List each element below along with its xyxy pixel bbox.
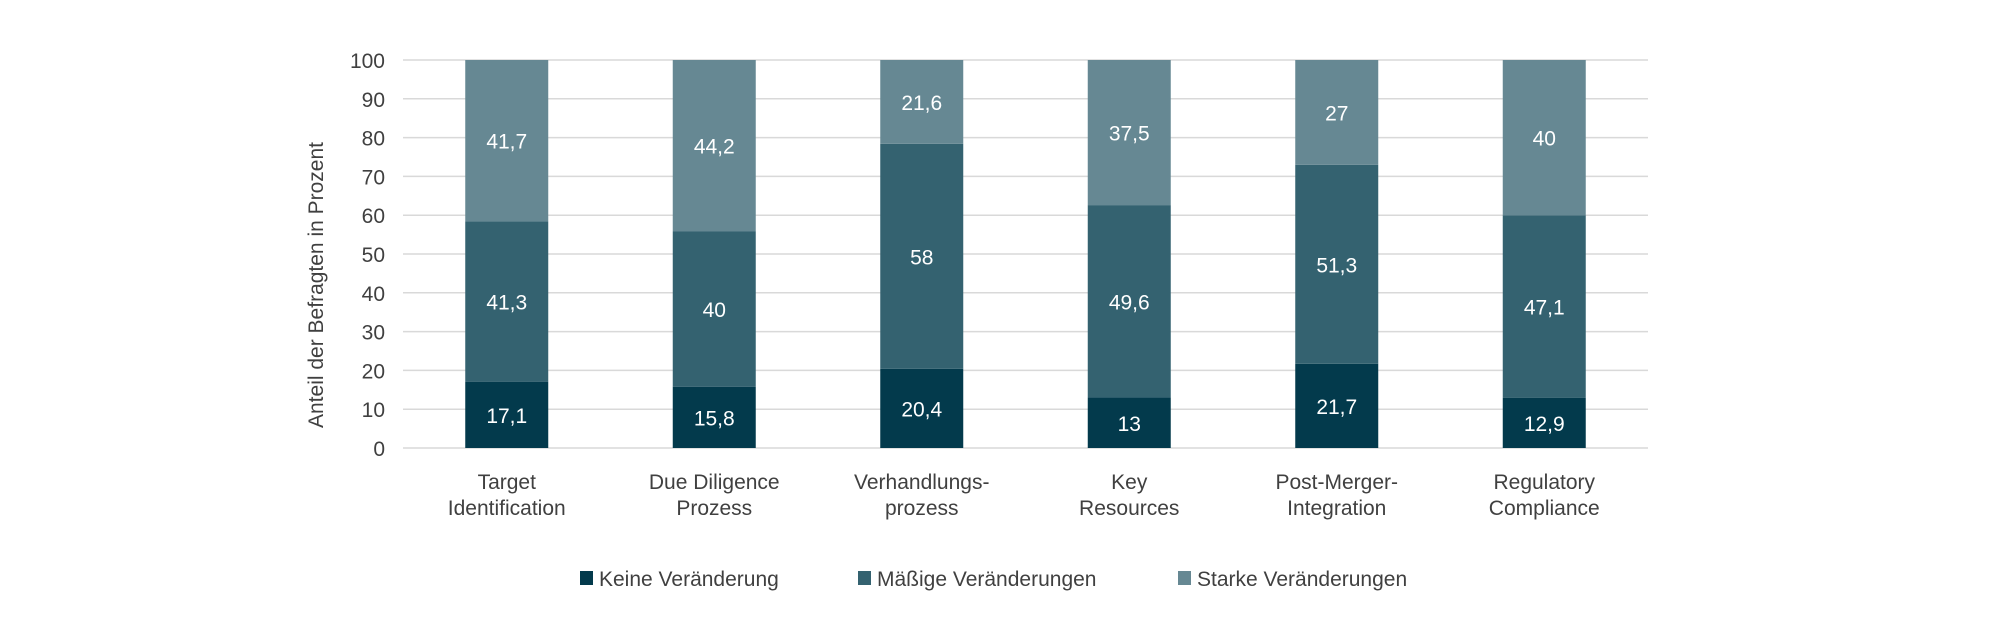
data-label: 44,2 bbox=[694, 136, 735, 159]
data-label: 40 bbox=[1533, 128, 1556, 151]
x-tick-label: Integration bbox=[1287, 497, 1386, 520]
y-tick-label: 100 bbox=[350, 50, 385, 73]
bar-segment bbox=[1087, 60, 1171, 206]
legend-swatch bbox=[580, 571, 593, 585]
bar-segment bbox=[880, 60, 964, 144]
data-label: 17,1 bbox=[486, 405, 527, 428]
bar-segment bbox=[672, 60, 756, 232]
data-label: 13 bbox=[1118, 413, 1141, 436]
bar-segment bbox=[672, 386, 756, 448]
bar-segment bbox=[1502, 60, 1586, 216]
bar-segment bbox=[465, 60, 549, 222]
data-label: 37,5 bbox=[1109, 123, 1150, 146]
x-tick-label: Key bbox=[1111, 471, 1148, 494]
data-label: 58 bbox=[910, 246, 933, 269]
legend-label: Keine Veränderung bbox=[599, 568, 779, 591]
legend-swatch bbox=[1178, 571, 1191, 585]
x-tick-label: Resources bbox=[1079, 497, 1179, 520]
bar-segment bbox=[1087, 397, 1171, 448]
bar-segment bbox=[1502, 397, 1586, 448]
bar-segment bbox=[465, 221, 549, 382]
x-tick-label: Prozess bbox=[676, 497, 752, 520]
bar-segment bbox=[1295, 164, 1379, 364]
data-label: 15,8 bbox=[694, 407, 735, 430]
data-label: 41,7 bbox=[486, 131, 527, 154]
data-label: 51,3 bbox=[1316, 254, 1357, 277]
legend-label: Starke Veränderungen bbox=[1197, 568, 1407, 591]
x-tick-label: Regulatory bbox=[1493, 471, 1595, 494]
y-tick-label: 0 bbox=[373, 438, 385, 461]
x-tick-label: Verhandlungs- bbox=[854, 471, 989, 494]
bar-segment bbox=[1295, 60, 1379, 165]
bar-segment bbox=[880, 143, 964, 369]
x-tick-label: Compliance bbox=[1489, 497, 1600, 520]
data-label: 27 bbox=[1325, 102, 1348, 125]
bar-segment bbox=[1087, 205, 1171, 398]
bar-segment bbox=[672, 231, 756, 387]
y-tick-label: 90 bbox=[362, 89, 385, 112]
bar-segment bbox=[1295, 363, 1379, 448]
y-axis-title: Anteil der Befragten in Prozent bbox=[305, 142, 328, 428]
data-label: 40 bbox=[703, 299, 726, 322]
x-tick-label: prozess bbox=[885, 497, 959, 520]
x-tick-label: Post-Merger- bbox=[1275, 471, 1398, 494]
data-label: 20,4 bbox=[901, 398, 942, 421]
data-label: 47,1 bbox=[1524, 297, 1565, 320]
bar-segment bbox=[880, 368, 964, 448]
data-label: 21,6 bbox=[901, 92, 942, 115]
y-tick-label: 50 bbox=[362, 244, 385, 267]
y-tick-label: 60 bbox=[362, 205, 385, 228]
data-label: 49,6 bbox=[1109, 291, 1150, 314]
data-label: 12,9 bbox=[1524, 413, 1565, 436]
data-label: 21,7 bbox=[1316, 396, 1357, 419]
y-tick-label: 20 bbox=[362, 360, 385, 383]
x-tick-label: Due Diligence bbox=[649, 471, 780, 494]
y-tick-label: 80 bbox=[362, 128, 385, 151]
bar-segment bbox=[465, 381, 549, 448]
y-tick-label: 30 bbox=[362, 322, 385, 345]
y-tick-label: 40 bbox=[362, 283, 385, 306]
legend-label: Mäßige Veränderungen bbox=[877, 568, 1097, 591]
y-tick-label: 70 bbox=[362, 166, 385, 189]
legend-swatch bbox=[858, 571, 871, 585]
bar-segment bbox=[1502, 215, 1586, 398]
y-tick-label: 10 bbox=[362, 399, 385, 422]
x-tick-label: Identification bbox=[448, 497, 566, 520]
x-tick-label: Target bbox=[478, 471, 537, 494]
data-label: 41,3 bbox=[486, 292, 527, 315]
